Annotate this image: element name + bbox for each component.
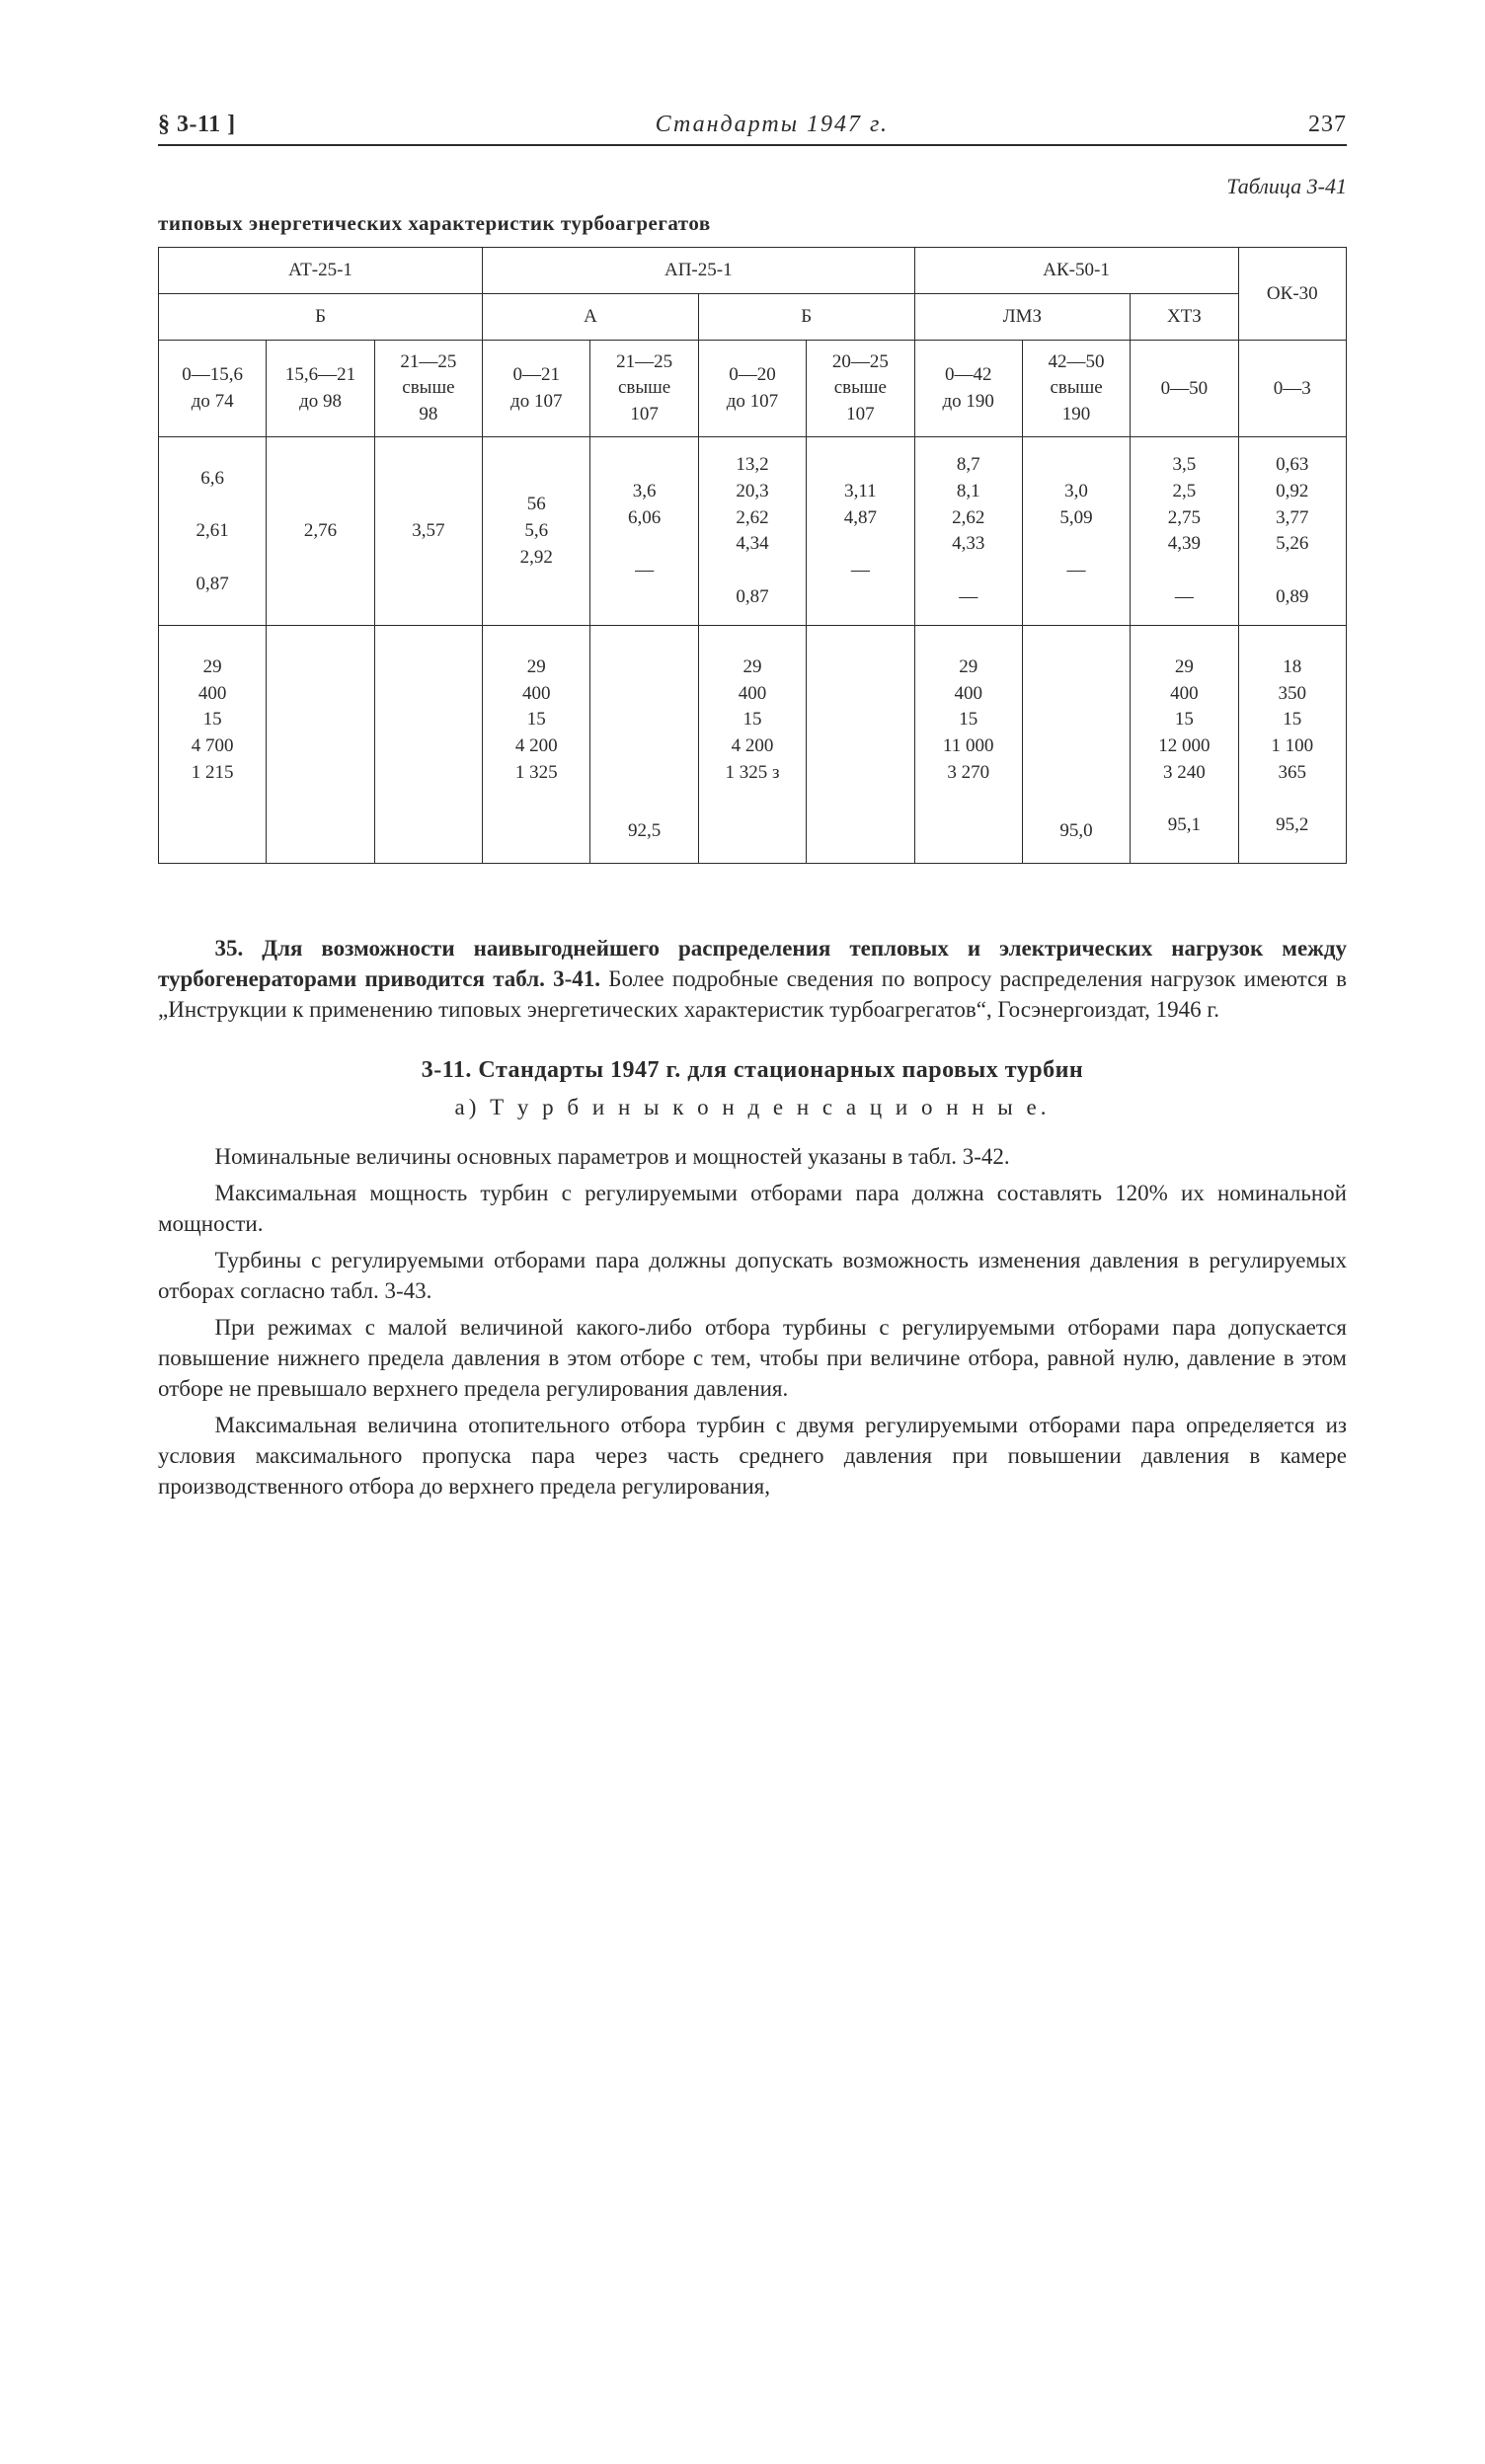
section-subheading: а) Т у р б и н ы к о н д е н с а ц и о н… [158,1092,1347,1122]
cell: 92,5 [590,625,698,863]
paragraph: Максимальная величина отопительного отбо… [158,1410,1347,1502]
cell: 3,114,87 — [807,436,914,625]
cell: 3,66,06 — [590,436,698,625]
range-col: 0—50 [1131,340,1238,436]
cell: 2,76 [267,436,374,625]
table-caption: типовых энергетических характеристик тур… [158,209,1347,237]
cell [267,625,374,863]
range-col: 0—15,6до 74 [159,340,267,436]
col-group: АП-25-1 [483,248,914,294]
table-row: 29400154 7001 215 29400154 2001 325 92,5… [159,625,1347,863]
cell: 0,630,923,775,26 0,89 [1238,436,1346,625]
range-col: 0—3 [1238,340,1346,436]
table-row: 6,6 2,61 0,87 2,76 3,57 565,62,92 3,66,0… [159,436,1347,625]
header-title: Стандарты 1947 г. [656,109,889,140]
cell: 6,6 2,61 0,87 [159,436,267,625]
table-label: Таблица 3-41 [158,172,1347,201]
paragraph: Номинальные величины основных параметров… [158,1141,1347,1172]
range-col: 20—25свыше107 [807,340,914,436]
range-col: 21—25свыше107 [590,340,698,436]
cell [374,625,482,863]
range-col: 42—50свыше190 [1022,340,1130,436]
cell: 3,05,09 — [1022,436,1130,625]
cell: 95,0 [1022,625,1130,863]
cell: 29400154 7001 215 [159,625,267,863]
paragraph: При режимах с малой величиной какого-либ… [158,1312,1347,1404]
sub-col: А [483,294,699,341]
range-col: 0—20до 107 [698,340,806,436]
cell: 565,62,92 [483,436,590,625]
range-col: 21—25свыше98 [374,340,482,436]
page-header: § 3-11 ] Стандарты 1947 г. 237 [158,109,1347,146]
sub-col: Б [159,294,483,341]
cell: 3,52,52,754,39 — [1131,436,1238,625]
cell: 294001512 0003 240 95,1 [1131,625,1238,863]
table-row: 0—15,6до 74 15,6—21до 98 21—25свыше98 0—… [159,340,1347,436]
cell [807,625,914,863]
cell: 3,57 [374,436,482,625]
cell: 8,78,12,624,33 — [914,436,1022,625]
range-col: 0—21до 107 [483,340,590,436]
paragraph: 35. Для возможности наивыгоднейшего расп… [158,933,1347,1025]
sub-col: ЛМЗ [914,294,1131,341]
cell: 18350151 100365 95,2 [1238,625,1346,863]
col-group: ОК-30 [1238,248,1346,340]
cell: 29400154 2001 325 з [698,625,806,863]
cell: 29400154 2001 325 [483,625,590,863]
characteristics-table: АТ-25-1 АП-25-1 АК-50-1 ОК-30 Б А Б ЛМЗ … [158,247,1347,864]
body-text: 35. Для возможности наивыгоднейшего расп… [158,933,1347,1502]
cell: 294001511 0003 270 [914,625,1022,863]
col-group: АК-50-1 [914,248,1238,294]
section-heading: 3-11. Стандарты 1947 г. для стационарных… [158,1054,1347,1086]
col-group: АТ-25-1 [159,248,483,294]
paragraph: Турбины с регулируемыми отборами пара до… [158,1245,1347,1306]
header-page: 237 [1308,109,1347,140]
header-section: § 3-11 ] [158,109,236,140]
table-row: Б А Б ЛМЗ ХТЗ [159,294,1347,341]
sub-col: Б [698,294,914,341]
table-row: АТ-25-1 АП-25-1 АК-50-1 ОК-30 [159,248,1347,294]
range-col: 0—42до 190 [914,340,1022,436]
range-col: 15,6—21до 98 [267,340,374,436]
cell: 13,220,32,624,34 0,87 [698,436,806,625]
paragraph: Максимальная мощность турбин с регулируе… [158,1178,1347,1239]
sub-col: ХТЗ [1131,294,1238,341]
